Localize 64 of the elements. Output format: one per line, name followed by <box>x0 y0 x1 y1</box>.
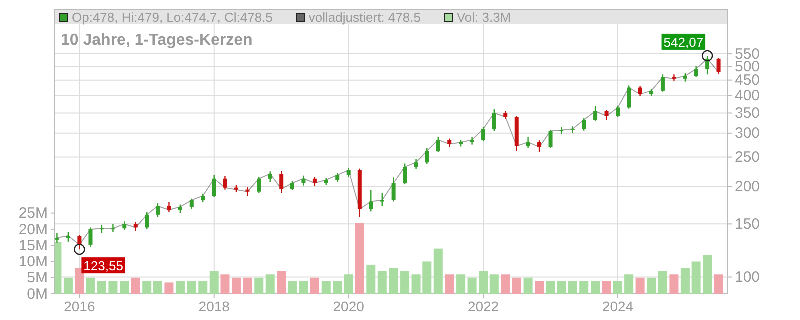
y-tick-label: 150 <box>735 216 760 233</box>
candlestick <box>88 227 93 248</box>
x-tick-label: 2016 <box>64 298 96 314</box>
candlestick <box>369 190 374 212</box>
candlestick <box>312 176 317 188</box>
legend-label: Op:478, Hi:479, Lo:474.7, Cl:478.5 <box>72 10 273 25</box>
candlestick <box>594 105 598 122</box>
candlestick <box>627 85 632 110</box>
candlestick <box>190 198 194 210</box>
candlestick <box>290 180 294 192</box>
candlestick <box>268 171 272 183</box>
candlestick <box>302 175 306 186</box>
candlestick <box>694 66 698 78</box>
candlestick <box>482 126 486 142</box>
x-tick-label: 2018 <box>198 298 230 314</box>
y2-tick-label: 25M <box>18 205 48 222</box>
candlestick <box>257 176 262 194</box>
candlestick <box>414 158 418 170</box>
candlestick <box>66 232 70 243</box>
x-tick-label: 2022 <box>468 298 500 314</box>
candlestick <box>223 176 228 190</box>
candlestick <box>280 170 284 194</box>
y-tick-label: 350 <box>735 105 760 122</box>
candlestick <box>604 110 609 121</box>
y-tick-label: 300 <box>735 125 760 142</box>
candlestick <box>425 148 430 165</box>
candlestick <box>156 202 160 218</box>
legend-label: volladjustiert: 478.5 <box>308 10 421 25</box>
candlestick <box>660 74 665 92</box>
candlestick <box>145 212 150 230</box>
candlestick <box>548 129 553 149</box>
candlestick <box>526 136 530 149</box>
x-tick-label: 2024 <box>602 298 634 314</box>
candlestick <box>538 140 542 153</box>
y2-tick-label: 5M <box>27 270 48 287</box>
candlestick <box>616 105 620 118</box>
y-tick-label: 250 <box>735 149 760 166</box>
candlestick <box>716 58 721 75</box>
y-tick-label: 400 <box>735 88 760 105</box>
y2-tick-label: 15M <box>18 237 48 254</box>
y2-tick-label: 10M <box>18 254 48 271</box>
x-tick-label: 2020 <box>333 298 365 314</box>
candlestick <box>78 234 82 250</box>
candlestick <box>212 174 216 198</box>
candlestick <box>55 232 60 244</box>
y2-tick-label: 20M <box>18 221 48 238</box>
annotation: 123,55 <box>84 258 124 274</box>
y-tick-label: 100 <box>735 269 760 286</box>
candlestick <box>638 86 642 98</box>
candlestick <box>111 224 116 233</box>
candlestick <box>582 118 586 132</box>
y2-tick-label: 0M <box>27 286 48 303</box>
candlestick <box>392 177 396 202</box>
candlestick <box>403 163 408 186</box>
y-tick-label: 200 <box>735 178 760 196</box>
text: 10 Jahre, 1-Tages-Kerzen <box>61 32 253 49</box>
candlestick <box>492 108 496 132</box>
candlestick <box>246 186 250 197</box>
legend-label: Vol: 3.3M <box>456 10 512 25</box>
candlestick <box>436 136 440 153</box>
candlestick <box>672 74 676 82</box>
candlestick <box>167 202 172 214</box>
annotation: 542,07 <box>664 34 704 50</box>
candlestick <box>380 192 384 207</box>
